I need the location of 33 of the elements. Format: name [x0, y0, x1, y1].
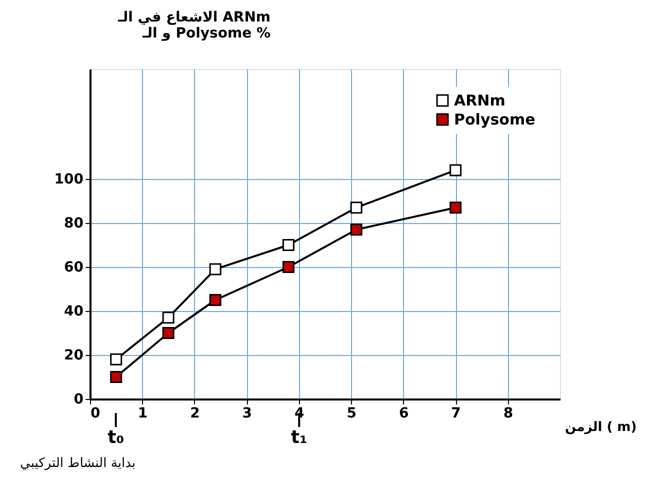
- text: t₀: [108, 427, 124, 448]
- legend-label: ARNm: [454, 92, 506, 110]
- y-tick-label: 100: [54, 172, 84, 188]
- point: [209, 263, 222, 276]
- point: [162, 312, 174, 324]
- y-axis-title: الاشعاع في الـ ARNm و الـ Polysome %: [117, 10, 270, 42]
- x-tick-label: 3: [242, 406, 252, 422]
- text: t₁: [290, 427, 308, 448]
- y-tick-label: 60: [64, 260, 84, 276]
- point: [110, 371, 122, 383]
- x-tick-label: 5: [346, 406, 356, 422]
- point: [350, 224, 362, 236]
- y-tick-label: 20: [64, 348, 84, 364]
- point: [282, 239, 294, 251]
- x-tick-label: 2: [190, 406, 200, 422]
- point: [162, 327, 174, 339]
- x-tick-label: 8: [503, 406, 514, 422]
- x-tick-label: 0: [90, 406, 100, 422]
- x-axis-title: الزمن ( m): [565, 420, 637, 435]
- legend-label: Polysome: [454, 110, 536, 128]
- y-tick-label: 40: [64, 304, 84, 320]
- point: [110, 353, 122, 366]
- x-tick-label: 6: [398, 406, 409, 422]
- point: [450, 202, 462, 214]
- x-tick-label: 7: [451, 406, 461, 422]
- y-tick-label: 80: [64, 216, 84, 232]
- point: [450, 164, 462, 176]
- point: [209, 294, 222, 306]
- x-tick-label: 1: [138, 406, 148, 422]
- point: [282, 261, 294, 273]
- text: بداية النشاط التركيبي: [20, 456, 136, 471]
- y-tick-label: 0: [74, 392, 84, 408]
- point: [350, 202, 362, 214]
